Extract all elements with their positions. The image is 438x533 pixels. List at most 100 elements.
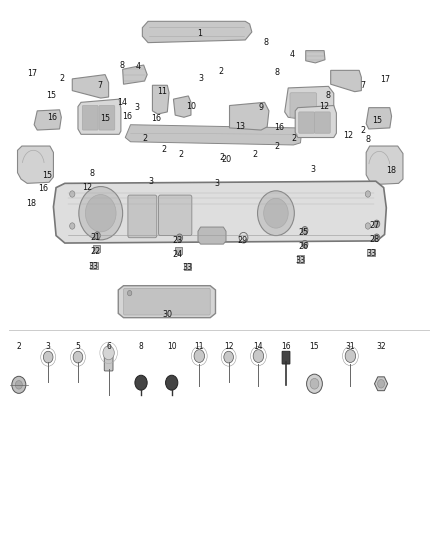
Polygon shape <box>374 377 388 391</box>
Text: 8: 8 <box>274 68 279 77</box>
FancyBboxPatch shape <box>297 255 304 263</box>
Text: 9: 9 <box>258 103 264 112</box>
Circle shape <box>79 187 123 240</box>
Text: 12: 12 <box>319 102 329 111</box>
Text: 3: 3 <box>214 180 219 188</box>
Circle shape <box>73 351 83 363</box>
Text: 24: 24 <box>173 251 183 259</box>
Text: 27: 27 <box>370 222 380 230</box>
Text: 16: 16 <box>281 342 291 351</box>
FancyBboxPatch shape <box>128 195 157 238</box>
Text: 16: 16 <box>122 112 132 120</box>
Text: 5: 5 <box>75 342 81 351</box>
Text: 2: 2 <box>291 134 296 143</box>
Text: 22: 22 <box>90 247 101 256</box>
Text: 3: 3 <box>46 342 51 351</box>
FancyBboxPatch shape <box>124 288 210 315</box>
Text: 12: 12 <box>82 183 93 192</box>
Polygon shape <box>230 102 269 130</box>
Text: 25: 25 <box>298 228 308 237</box>
Text: 7: 7 <box>360 81 365 90</box>
Text: 3: 3 <box>198 75 203 83</box>
Text: 14: 14 <box>117 98 127 107</box>
Polygon shape <box>306 51 325 63</box>
Text: 15: 15 <box>372 116 383 125</box>
Text: 16: 16 <box>275 124 284 132</box>
Circle shape <box>307 374 322 393</box>
Polygon shape <box>366 146 403 184</box>
Text: 1: 1 <box>197 29 202 37</box>
Text: 7: 7 <box>97 81 102 90</box>
Text: 2: 2 <box>60 75 65 83</box>
Polygon shape <box>53 181 386 243</box>
Text: 2: 2 <box>161 145 166 154</box>
Text: 2: 2 <box>17 342 21 351</box>
Circle shape <box>166 375 178 390</box>
Circle shape <box>94 232 100 239</box>
Polygon shape <box>198 227 226 244</box>
FancyBboxPatch shape <box>99 106 115 130</box>
Text: 11: 11 <box>157 87 167 96</box>
Circle shape <box>345 350 356 362</box>
Text: 3: 3 <box>148 177 154 185</box>
Polygon shape <box>285 86 334 120</box>
Circle shape <box>374 220 380 228</box>
FancyBboxPatch shape <box>367 249 375 256</box>
Polygon shape <box>78 99 121 134</box>
Circle shape <box>127 290 132 296</box>
Circle shape <box>365 191 371 197</box>
Text: 2: 2 <box>219 67 224 76</box>
Text: 10: 10 <box>167 342 177 351</box>
Text: 8: 8 <box>139 342 143 351</box>
Text: 12: 12 <box>343 131 354 140</box>
Text: 8: 8 <box>89 169 95 177</box>
Polygon shape <box>118 286 215 318</box>
Polygon shape <box>125 125 301 145</box>
FancyBboxPatch shape <box>299 112 314 133</box>
Circle shape <box>43 351 53 363</box>
Text: 33: 33 <box>367 249 376 258</box>
Text: 31: 31 <box>346 342 355 351</box>
FancyBboxPatch shape <box>93 245 100 252</box>
Text: 14: 14 <box>254 342 263 351</box>
FancyBboxPatch shape <box>82 106 98 130</box>
Text: 15: 15 <box>46 92 57 100</box>
Text: 17: 17 <box>27 69 37 78</box>
Circle shape <box>15 381 22 389</box>
Text: 16: 16 <box>47 113 57 122</box>
Text: 2: 2 <box>219 153 224 161</box>
Circle shape <box>224 351 233 363</box>
Text: 18: 18 <box>387 166 396 175</box>
Text: 23: 23 <box>173 237 183 245</box>
Circle shape <box>374 234 380 241</box>
Text: 11: 11 <box>194 342 204 351</box>
Circle shape <box>365 223 371 229</box>
Text: 18: 18 <box>27 199 36 208</box>
Text: 29: 29 <box>237 237 248 245</box>
Text: 2: 2 <box>142 134 147 143</box>
Polygon shape <box>331 70 361 92</box>
Polygon shape <box>72 75 109 98</box>
Circle shape <box>70 191 75 197</box>
Circle shape <box>103 346 114 360</box>
Polygon shape <box>142 21 252 43</box>
Polygon shape <box>152 85 169 114</box>
Polygon shape <box>123 65 147 84</box>
Text: 8: 8 <box>325 92 330 100</box>
Text: 32: 32 <box>376 342 386 351</box>
Text: 17: 17 <box>380 76 391 84</box>
Circle shape <box>378 379 385 388</box>
Text: 8: 8 <box>119 61 124 69</box>
Text: 4: 4 <box>290 50 295 59</box>
Polygon shape <box>34 110 61 130</box>
Circle shape <box>194 350 205 362</box>
Text: 2: 2 <box>274 142 279 150</box>
Text: 15: 15 <box>310 342 319 351</box>
Polygon shape <box>295 106 336 138</box>
Circle shape <box>70 223 75 229</box>
Text: 28: 28 <box>370 236 380 244</box>
Text: 8: 8 <box>264 38 269 47</box>
FancyBboxPatch shape <box>184 263 191 270</box>
Circle shape <box>12 376 26 393</box>
Circle shape <box>258 191 294 236</box>
